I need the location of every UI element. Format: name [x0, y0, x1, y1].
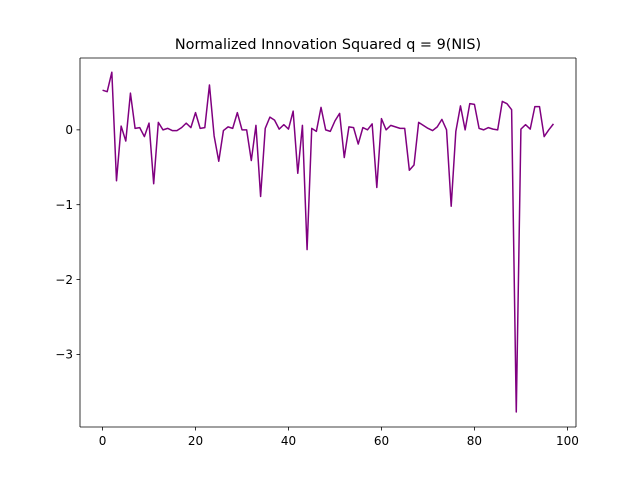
x-tick-label: 60 — [374, 434, 389, 448]
series-line-0 — [102, 71, 555, 413]
axes: 0 20 40 60 80 100 −3 −2 −1 0 — [55, 57, 579, 448]
chart-title: Normalized Innovation Squared q = 9(NIS) — [175, 37, 481, 53]
x-tick-label: 100 — [556, 434, 579, 448]
plot-area — [102, 71, 555, 413]
y-tick-label: −2 — [55, 273, 73, 287]
x-tick-label: 0 — [99, 434, 107, 448]
y-tick-label: 0 — [65, 123, 73, 137]
x-tick-label: 40 — [281, 434, 296, 448]
y-tick-label: −3 — [55, 348, 73, 362]
x-tick-label: 20 — [188, 434, 203, 448]
x-tick-label: 80 — [467, 434, 482, 448]
y-tick-label: −1 — [55, 198, 73, 212]
